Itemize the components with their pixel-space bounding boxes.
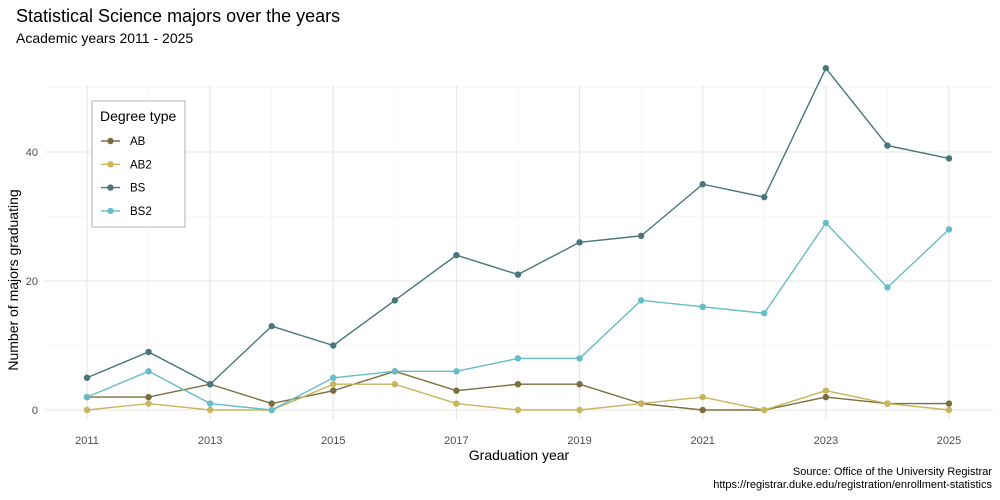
data-point-BS2 — [83, 393, 91, 401]
data-point-BS2 — [453, 368, 460, 375]
x-tick-label: 2015 — [321, 435, 345, 447]
data-point-AB — [514, 381, 522, 388]
data-point-BS2 — [330, 374, 337, 381]
x-axis-label: Graduation year — [469, 447, 570, 463]
data-point-AB — [822, 393, 830, 401]
data-point-BS — [391, 297, 399, 304]
data-point-BS — [699, 181, 706, 188]
data-point-BS2 — [884, 284, 891, 291]
legend-key-point — [107, 207, 114, 215]
caption-url: https://registrar.duke.edu/registration/… — [713, 479, 992, 491]
data-point-BS — [453, 252, 460, 259]
legend-key-point — [107, 184, 114, 191]
legend-title: Degree type — [100, 108, 176, 124]
data-point-BS2 — [391, 368, 399, 375]
data-point-AB — [699, 406, 706, 414]
caption-source: Source: Office of the University Registr… — [792, 466, 992, 478]
data-point-BS2 — [576, 355, 583, 362]
x-tick-label: 2017 — [444, 435, 468, 447]
data-point-BS2 — [145, 368, 152, 375]
data-point-AB2 — [83, 406, 91, 414]
data-point-BS2 — [761, 310, 768, 317]
data-point-AB — [330, 387, 337, 394]
x-tick-label: 2023 — [814, 435, 838, 447]
legend-key-point — [107, 161, 114, 168]
legend-label: AB — [130, 136, 146, 148]
data-point-AB2 — [206, 406, 214, 414]
data-point-AB2 — [453, 400, 460, 407]
data-point-BS — [576, 239, 583, 246]
x-tick-label: 2011 — [75, 435, 99, 447]
data-point-AB2 — [330, 381, 337, 388]
data-point-AB2 — [761, 406, 768, 414]
data-point-AB2 — [945, 406, 953, 414]
data-point-AB2 — [637, 400, 645, 407]
y-tick-label: 0 — [32, 405, 38, 417]
data-point-BS — [330, 342, 337, 349]
data-point-BS — [268, 322, 275, 330]
data-point-BS — [145, 348, 152, 356]
data-point-AB — [145, 393, 152, 401]
data-point-AB2 — [884, 400, 891, 407]
x-tick-label: 2025 — [937, 435, 961, 447]
data-point-BS — [83, 374, 91, 381]
legend-label: BS2 — [130, 206, 152, 218]
data-point-BS — [884, 142, 891, 149]
data-point-BS2 — [206, 400, 214, 407]
data-point-AB — [576, 381, 583, 388]
y-tick-label: 20 — [26, 276, 38, 288]
data-point-AB2 — [145, 400, 152, 407]
data-point-AB2 — [391, 381, 399, 388]
legend-key-point — [107, 137, 114, 145]
data-point-BS2 — [514, 355, 522, 362]
caption: Source: Office of the University Registr… — [713, 466, 992, 492]
y-axis-label: Number of majors graduating — [5, 189, 21, 370]
data-point-BS — [761, 193, 768, 201]
data-point-AB — [268, 400, 275, 407]
data-point-AB — [945, 400, 953, 407]
y-tick-label: 40 — [26, 147, 38, 159]
x-tick-label: 2021 — [690, 435, 714, 447]
data-point-AB2 — [699, 393, 706, 401]
data-point-BS — [637, 232, 645, 240]
data-point-AB2 — [822, 387, 830, 394]
data-point-BS — [945, 155, 953, 162]
chart-title: Statistical Science majors over the year… — [16, 6, 341, 26]
data-point-AB2 — [514, 406, 522, 414]
data-point-BS2 — [637, 297, 645, 304]
data-point-BS — [514, 271, 522, 278]
data-point-BS2 — [945, 226, 953, 233]
x-tick-label: 2019 — [567, 435, 591, 447]
chart-subtitle: Academic years 2011 - 2025 — [16, 30, 194, 46]
data-point-BS2 — [268, 406, 275, 414]
data-point-BS2 — [699, 303, 706, 310]
data-point-AB — [453, 387, 460, 394]
data-point-BS — [822, 64, 830, 72]
data-point-AB2 — [576, 406, 583, 414]
legend-label: AB2 — [130, 159, 152, 171]
x-tick-label: 2013 — [198, 435, 222, 447]
legend-label: BS — [130, 183, 146, 195]
data-point-BS — [206, 381, 214, 388]
data-point-BS2 — [822, 219, 830, 227]
